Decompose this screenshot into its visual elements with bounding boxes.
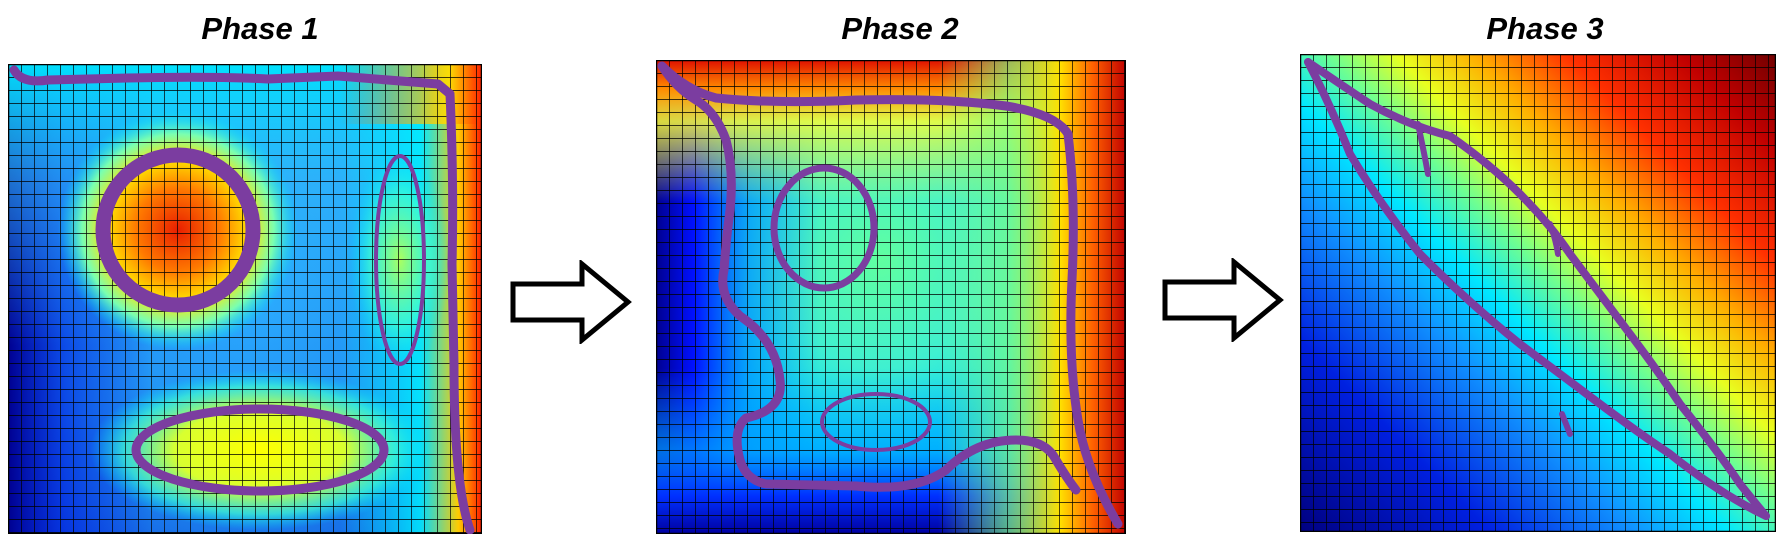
phase-3-heatmap-panel — [1300, 54, 1776, 532]
phase-3-branch-stroke — [1415, 121, 1573, 437]
phase-1-top-boundary-stroke — [9, 65, 455, 99]
phase-2-heatmap-panel — [656, 60, 1126, 534]
phase-2-title: Phase 2 — [841, 11, 959, 46]
right-arrow-icon — [510, 260, 632, 344]
phase-3-upper-diagonal-stroke — [1304, 58, 1770, 520]
phase-2-upper-region-outline — [770, 164, 878, 292]
phase-1-right-boundary-stroke — [445, 89, 475, 534]
phase-1-right-region-outline — [374, 154, 426, 366]
phase-3-lower-diagonal-stroke — [1304, 58, 1770, 520]
right-arrow-icon — [1162, 258, 1284, 342]
phase-1-heatmap-panel — [8, 64, 482, 534]
phase-2-boundary-stroke — [657, 61, 1123, 529]
phase-3-title: Phase 3 — [1486, 11, 1604, 46]
phase-2-lower-region-outline — [820, 392, 932, 452]
phase-1-title: Phase 1 — [201, 11, 319, 46]
phase-1-bottom-region-outline — [131, 404, 389, 496]
phase-1-hot-spot-outline — [95, 147, 261, 313]
